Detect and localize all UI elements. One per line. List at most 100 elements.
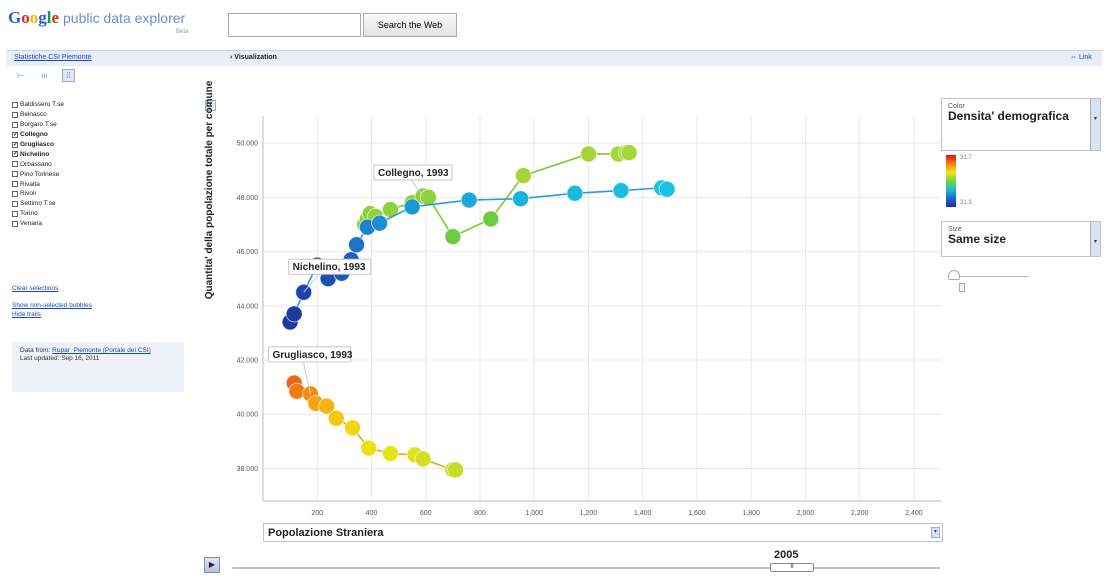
y-tick-label: 38.000	[237, 466, 259, 473]
breadcrumb[interactable]: Statistiche CSI Piemonte	[14, 54, 92, 61]
entity-item[interactable]: Settimo T.se	[12, 199, 64, 209]
chevron-down-icon[interactable]: ▾	[931, 527, 940, 538]
data-point	[295, 283, 313, 301]
entity-item[interactable]: ✓ Collegno	[12, 130, 64, 140]
x-axis-selector[interactable]	[263, 523, 943, 542]
checkbox-icon[interactable]: ✓	[12, 131, 19, 138]
checkbox-icon[interactable]	[12, 111, 18, 118]
search-input[interactable]	[228, 13, 361, 37]
checkbox-icon[interactable]: ✓	[12, 151, 19, 158]
data-point	[514, 167, 532, 185]
entity-label: Settimo T.se	[20, 200, 56, 208]
data-point	[382, 445, 399, 462]
data-from-label: Data from:	[20, 347, 51, 354]
x-tick-label: 2,000	[797, 510, 815, 517]
color-selector[interactable]: Color Densita' demografica ▾	[941, 98, 1101, 151]
x-tick-label: 1,000	[525, 510, 543, 517]
logo-letter: e	[51, 8, 60, 27]
entity-item[interactable]: Orbassano	[12, 159, 64, 169]
entity-item[interactable]: Rivalta	[12, 179, 64, 189]
entity-label: Rivalta	[20, 180, 40, 188]
checkbox-icon[interactable]	[12, 190, 18, 197]
size-label: Size	[948, 226, 962, 233]
entity-item[interactable]: ✓ Grugliasco	[12, 140, 64, 150]
size-slider-handle[interactable]	[948, 270, 960, 280]
entity-label: Torino	[20, 210, 38, 218]
size-slider-track[interactable]	[951, 276, 1029, 277]
size-selector[interactable]: Size Same size ▾	[941, 221, 1101, 257]
bubble-label: Collegno, 1993	[378, 168, 449, 179]
entity-list: Baldissero T.se Beinasco Borgaro T.se ✓ Coll…	[12, 100, 64, 229]
entity-label: Collegno	[20, 131, 48, 139]
data-point	[620, 144, 638, 162]
size-slider-marker	[959, 283, 965, 292]
clear-selections-link[interactable]: Clear selections	[12, 285, 59, 292]
data-source-link[interactable]: Rupar_Piemonte (Portale dei CSI)	[52, 347, 151, 354]
data-point	[344, 419, 361, 437]
y-tick-label: 44.000	[237, 303, 259, 310]
data-point	[447, 461, 464, 479]
entity-item[interactable]: Torino	[12, 209, 64, 219]
show-non-selected-bubbles-link[interactable]: Show non-selected bubbles	[12, 302, 92, 309]
entity-label: Venaria	[20, 220, 43, 228]
data-point	[444, 228, 462, 246]
play-icon[interactable]: ▶	[204, 557, 220, 573]
data-point	[566, 184, 584, 202]
checkbox-icon[interactable]	[12, 181, 18, 188]
logo-letter: l	[46, 8, 52, 27]
data-point	[318, 397, 336, 415]
google-public-data-explorer-logo[interactable]: Google public data explorer	[8, 8, 185, 28]
data-point	[420, 188, 437, 206]
x-tick-label: 200	[311, 510, 323, 517]
checkbox-icon[interactable]	[12, 210, 18, 217]
checkbox-icon[interactable]	[12, 171, 18, 178]
timeline-track[interactable]	[232, 567, 940, 569]
bar-chart-view-icon[interactable]: ııı	[41, 71, 48, 80]
timeline-handle[interactable]: II	[770, 563, 814, 572]
entity-item[interactable]: ✓ Nichelino	[12, 149, 64, 159]
page-title: › Visualization	[230, 54, 277, 61]
data-point	[612, 182, 630, 199]
entity-item[interactable]: Rivoli	[12, 189, 64, 199]
bubble-label-box	[267, 346, 351, 363]
entity-item[interactable]: Baldissero T.se	[12, 100, 64, 110]
bubble-chart-view-icon[interactable]: ⁞⁞	[62, 69, 75, 82]
checkbox-icon[interactable]	[12, 161, 18, 168]
entity-label: Grugliasco	[20, 141, 54, 148]
entity-label: Orbassano	[20, 160, 52, 168]
x-tick-label: 1,800	[742, 510, 760, 517]
bubble-label-box	[288, 258, 372, 275]
chevron-down-icon[interactable]: ▾	[1090, 99, 1100, 150]
search-web-button[interactable]: Search the Web	[363, 13, 457, 37]
checkbox-icon[interactable]: ✓	[12, 141, 19, 148]
entity-item[interactable]: Borgaro T.se	[12, 120, 64, 130]
bubble-chart[interactable]: 200 400 600 800 1,000 1,200 1,400 1,600 1,800 2,0…	[200, 96, 942, 520]
color-label: Color	[948, 103, 965, 110]
y-tick-label: 50.000	[237, 141, 259, 148]
scale-min-label: 31.3	[960, 200, 972, 206]
y-tick-label: 40.000	[237, 412, 259, 419]
y-tick-label: 48.000	[237, 195, 259, 202]
data-point	[360, 439, 378, 457]
checkbox-icon[interactable]	[12, 220, 18, 227]
entity-label: Baldissero T.se	[20, 101, 64, 109]
entity-item[interactable]: Pino Torinese	[12, 169, 64, 179]
chevron-down-icon[interactable]: ▾	[1090, 222, 1100, 256]
logo-letter: g	[38, 8, 47, 27]
checkbox-icon[interactable]	[12, 121, 18, 128]
size-value: Same size	[948, 232, 1007, 246]
checkbox-icon[interactable]	[12, 200, 18, 207]
y-axis-label[interactable]: Quantita' della popolazione totale per c…	[204, 80, 215, 300]
hide-trails-link[interactable]: Hide trails	[12, 311, 41, 318]
collapse-icon[interactable]: ▾	[205, 100, 216, 111]
line-chart-view-icon[interactable]: ⊢	[17, 71, 24, 80]
x-tick-label: 1,600	[688, 510, 706, 517]
bubble-label: Nichelino, 1993	[293, 262, 366, 273]
data-point	[512, 190, 530, 208]
entity-item[interactable]: Venaria	[12, 219, 64, 229]
logo-letter: G	[8, 8, 22, 27]
checkbox-icon[interactable]	[12, 101, 18, 108]
entity-item[interactable]: Beinasco	[12, 110, 64, 120]
link-button[interactable]: ⇔ Link	[1070, 54, 1092, 61]
label-leader	[301, 357, 311, 395]
